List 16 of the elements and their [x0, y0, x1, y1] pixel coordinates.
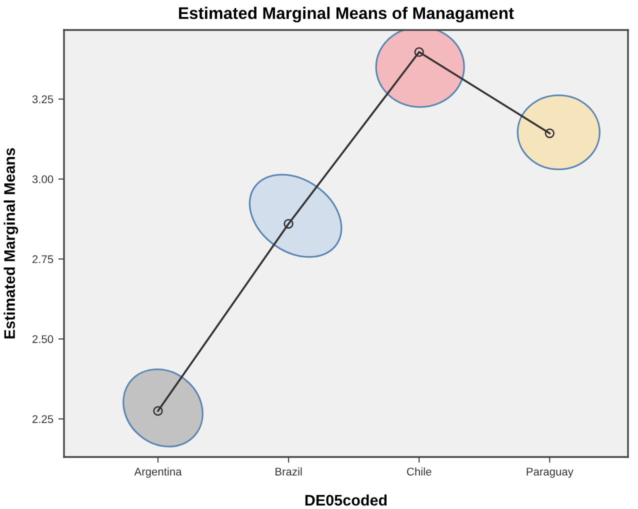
x-axis-title: DE05coded [305, 494, 387, 506]
point [414, 47, 424, 57]
y-tick-label: 3.25 [32, 95, 54, 104]
point [284, 218, 294, 229]
y-tick-label: 2.75 [32, 255, 54, 264]
x-tick-label: Argentina [134, 467, 182, 478]
x-tick-label: Paraguay [526, 468, 574, 478]
y-axis-title: Estimated Marginal Means [4, 148, 18, 338]
point [153, 406, 163, 416]
chart-title: Estimated Marginal Means of Managament [179, 6, 514, 22]
x-tick-label: Chile [407, 467, 432, 476]
x-tick-label: Brazil [276, 467, 302, 476]
y-tick-label: 3.00 [32, 175, 54, 184]
point [544, 128, 555, 138]
y-tick-label: 2.25 [32, 415, 54, 424]
y-tick-label: 2.50 [32, 335, 54, 344]
